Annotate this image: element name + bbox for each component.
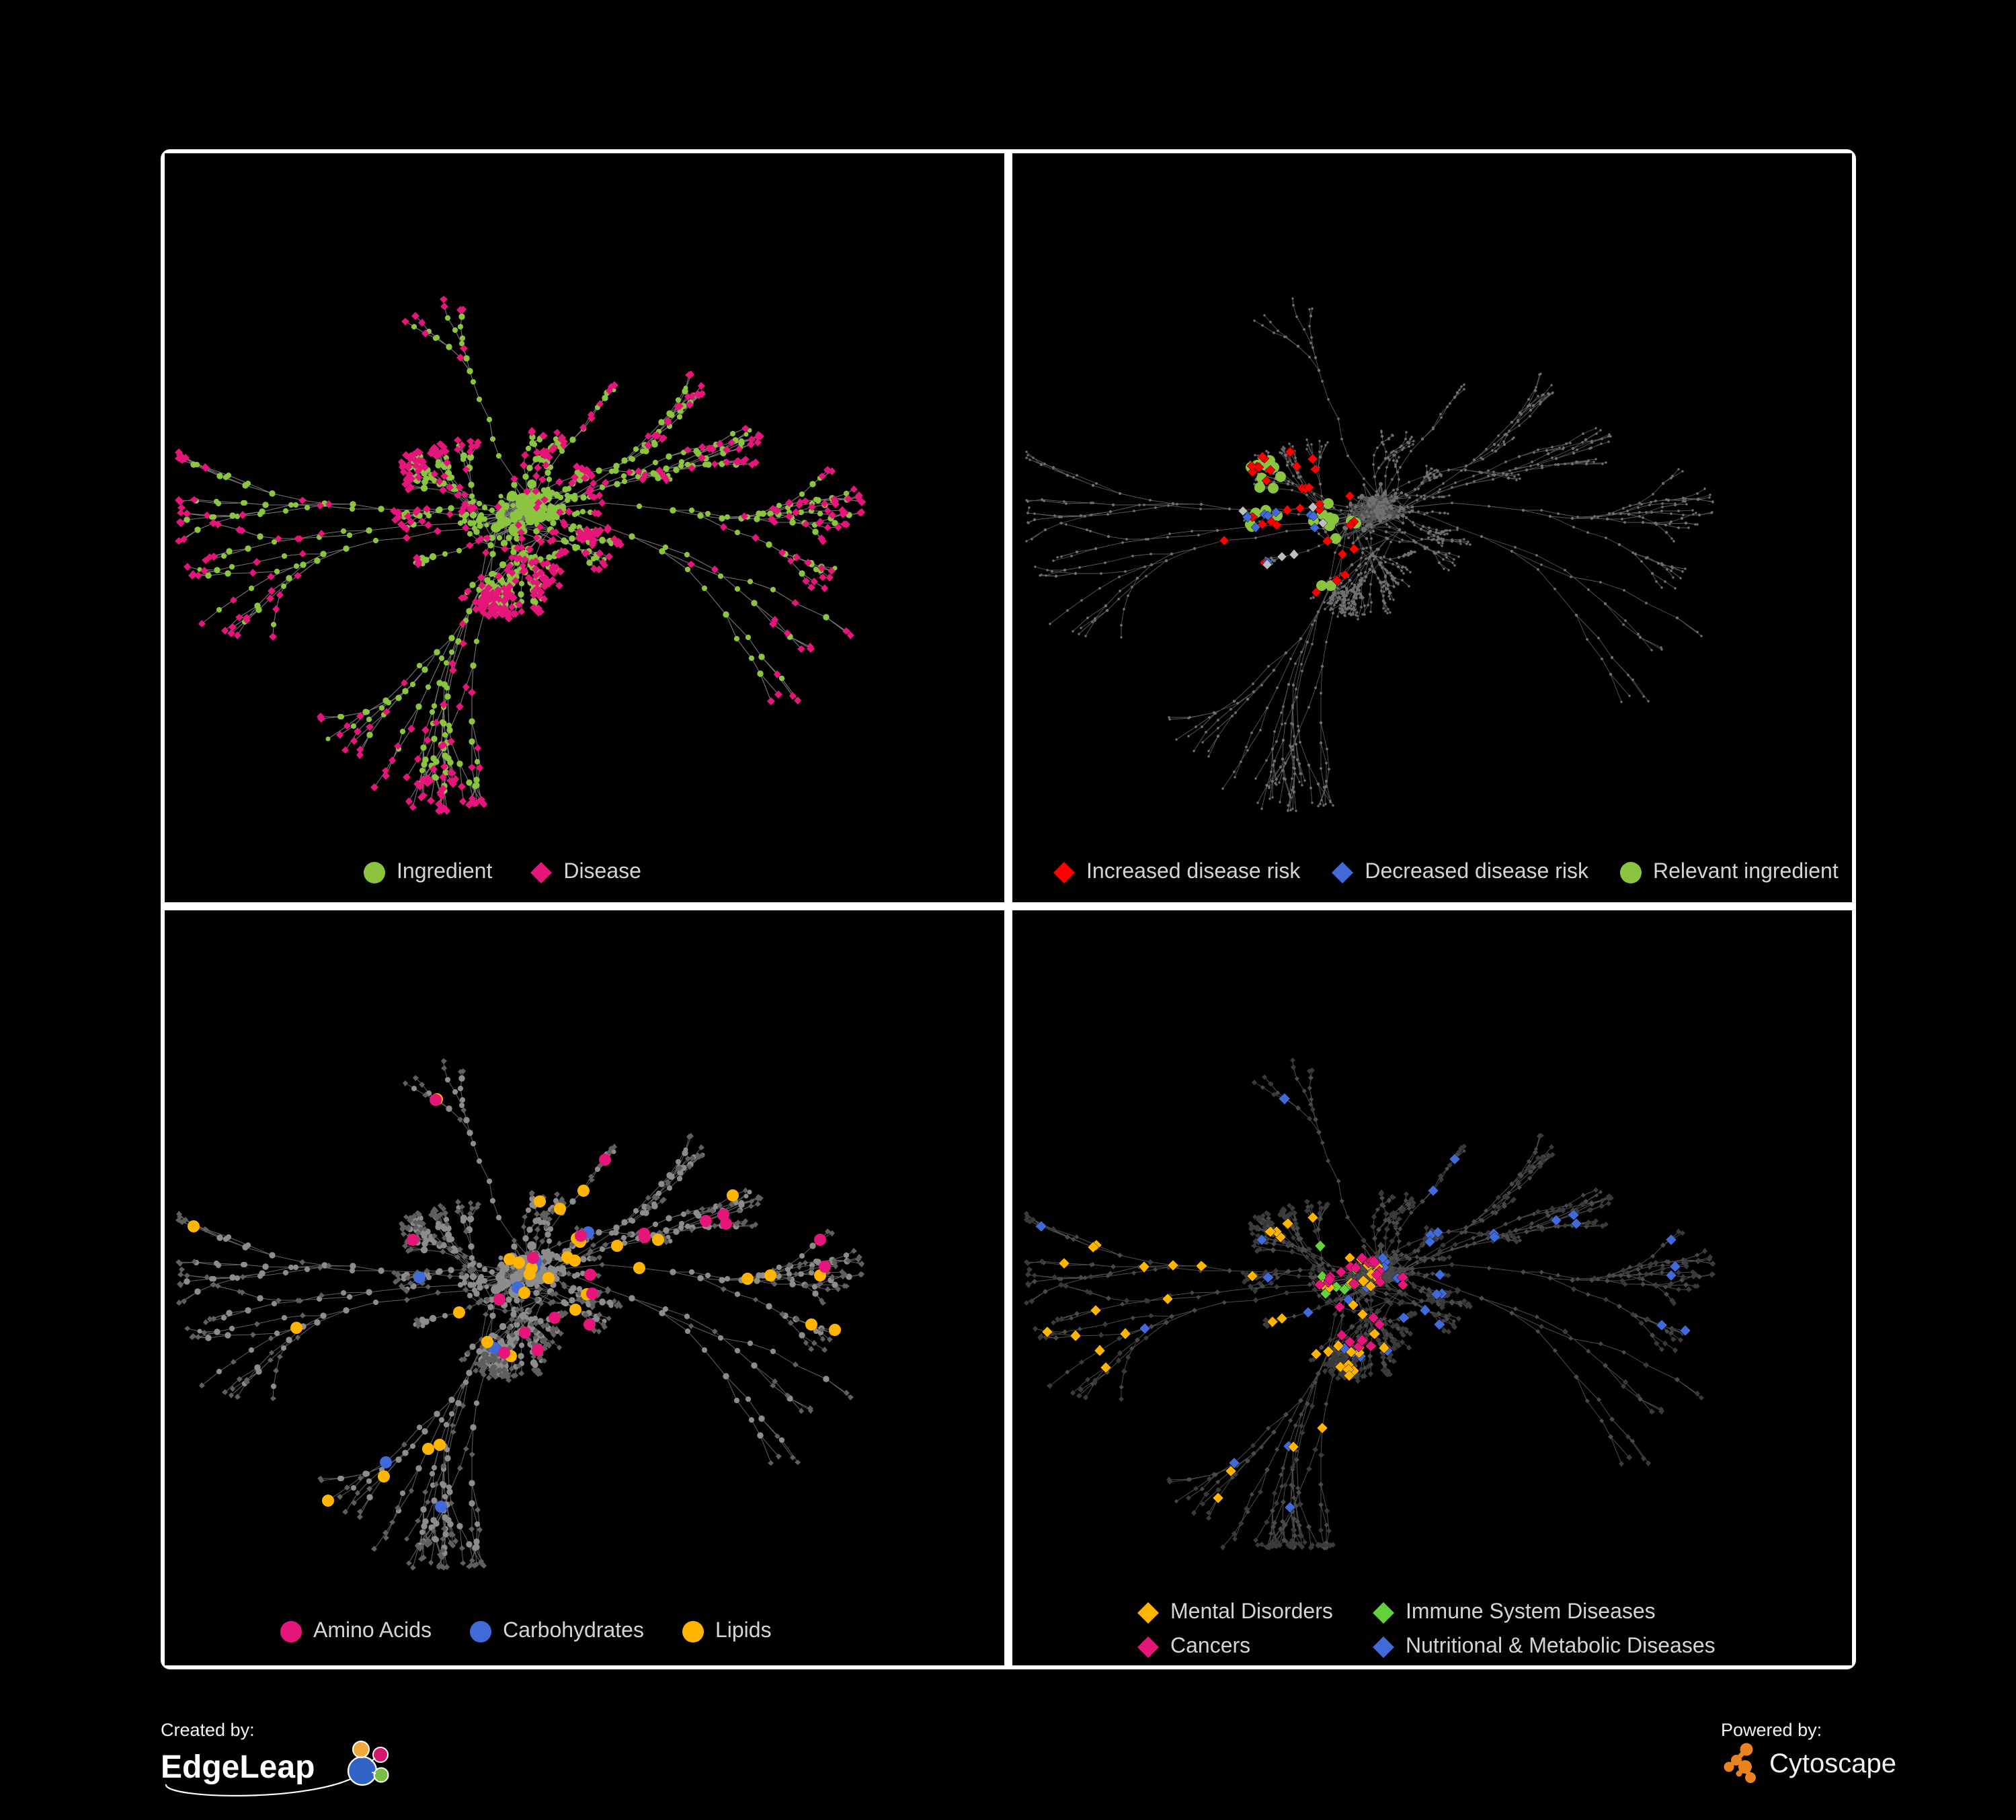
- svg-text:EdgeLeap: EdgeLeap: [161, 1749, 315, 1785]
- svg-text:Cytoscape: Cytoscape: [1769, 1749, 1896, 1778]
